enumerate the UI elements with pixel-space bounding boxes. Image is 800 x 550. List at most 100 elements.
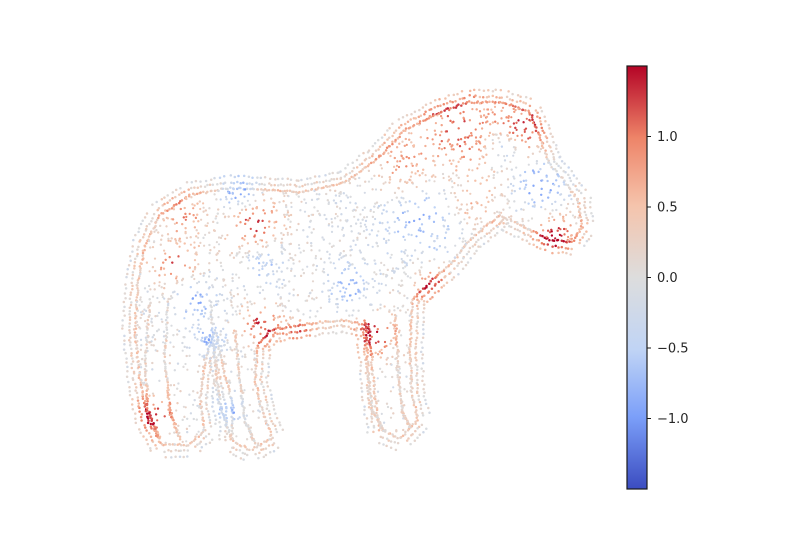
scatter-point	[447, 225, 450, 228]
scatter-point	[197, 330, 201, 333]
scatter-point	[261, 219, 264, 222]
scatter-point	[304, 201, 308, 205]
scatter-point	[264, 398, 268, 401]
scatter-point	[489, 229, 493, 232]
scatter-point	[386, 405, 390, 409]
scatter-point	[497, 137, 500, 140]
scatter-point	[287, 218, 290, 221]
scatter-point	[355, 281, 358, 284]
scatter-point	[318, 175, 321, 178]
scatter-point	[380, 261, 383, 264]
scatter-point	[581, 236, 584, 239]
scatter-point	[244, 222, 247, 225]
scatter-point	[199, 313, 202, 316]
scatter-point	[406, 390, 409, 393]
scatter-point	[306, 241, 309, 244]
scatter-point	[555, 179, 558, 182]
scatter-point	[188, 266, 191, 269]
scatter-point	[132, 238, 135, 242]
scatter-point	[263, 264, 267, 267]
scatter-point	[578, 241, 581, 245]
scatter-point	[381, 143, 384, 147]
scatter-point	[461, 228, 464, 231]
scatter-point	[388, 126, 391, 130]
scatter-point	[242, 285, 245, 288]
scatter-point	[255, 359, 259, 362]
scatter-point	[418, 227, 421, 230]
scatter-point	[500, 193, 503, 196]
scatter-point	[240, 303, 243, 306]
scatter-point	[405, 165, 408, 168]
scatter-point	[357, 323, 361, 326]
scatter-point	[516, 228, 519, 232]
scatter-point	[342, 192, 345, 195]
scatter-point	[395, 267, 398, 270]
scatter-point	[224, 195, 228, 199]
scatter-point	[246, 368, 249, 371]
scatter-point	[488, 189, 491, 193]
scatter-point	[484, 147, 487, 150]
scatter-point	[378, 350, 381, 353]
scatter-point	[550, 228, 553, 231]
scatter-point	[332, 177, 336, 181]
scatter-point	[286, 177, 290, 180]
scatter-point	[192, 439, 196, 443]
scatter-point	[202, 369, 205, 373]
scatter-point	[345, 331, 348, 335]
scatter-point	[292, 288, 295, 291]
scatter-point	[424, 110, 427, 114]
scatter-point	[528, 242, 531, 246]
scatter-point	[258, 269, 261, 272]
scatter-point	[481, 96, 485, 99]
scatter-point	[338, 207, 342, 210]
scatter-point	[415, 163, 418, 166]
scatter-point	[195, 235, 198, 238]
scatter-point	[335, 332, 338, 335]
scatter-point	[380, 167, 383, 170]
scatter-point	[386, 326, 389, 330]
scatter-point	[229, 291, 232, 294]
scatter-point	[153, 282, 156, 285]
scatter-point	[557, 164, 560, 168]
scatter-point	[259, 444, 262, 447]
scatter-point	[500, 211, 503, 214]
scatter-point	[415, 122, 419, 126]
scatter-point	[348, 182, 351, 185]
scatter-point	[264, 335, 267, 339]
scatter-point	[536, 115, 539, 118]
scatter-point	[277, 324, 280, 327]
scatter-point	[222, 360, 225, 364]
scatter-point	[321, 321, 324, 325]
scatter-point	[209, 341, 213, 344]
scatter-point	[152, 394, 155, 397]
scatter-point	[222, 175, 226, 178]
scatter-point	[527, 156, 530, 159]
scatter-point	[487, 112, 490, 116]
scatter-point	[389, 154, 392, 158]
scatter-point	[397, 283, 400, 286]
scatter-point	[494, 88, 497, 92]
scatter-point	[161, 234, 164, 237]
scatter-point	[355, 173, 358, 176]
scatter-point	[437, 280, 441, 284]
scatter-point	[279, 340, 282, 343]
scatter-point	[375, 241, 378, 244]
scatter-point	[372, 379, 375, 383]
scatter-point	[199, 295, 202, 298]
scatter-point	[420, 152, 423, 155]
scatter-point	[408, 362, 411, 365]
scatter-point	[421, 411, 424, 415]
scatter-point	[217, 353, 220, 357]
scatter-point	[461, 240, 464, 243]
scatter-point	[189, 286, 192, 289]
scatter-point	[322, 186, 325, 189]
scatter-point	[515, 100, 519, 103]
scatter-point	[421, 172, 424, 175]
scatter-point	[158, 379, 161, 382]
scatter-point	[560, 245, 564, 249]
scatter-point	[514, 138, 517, 141]
scatter-point	[196, 213, 199, 216]
scatter-point	[341, 298, 344, 301]
scatter-point	[382, 182, 385, 185]
scatter-point	[259, 176, 263, 180]
